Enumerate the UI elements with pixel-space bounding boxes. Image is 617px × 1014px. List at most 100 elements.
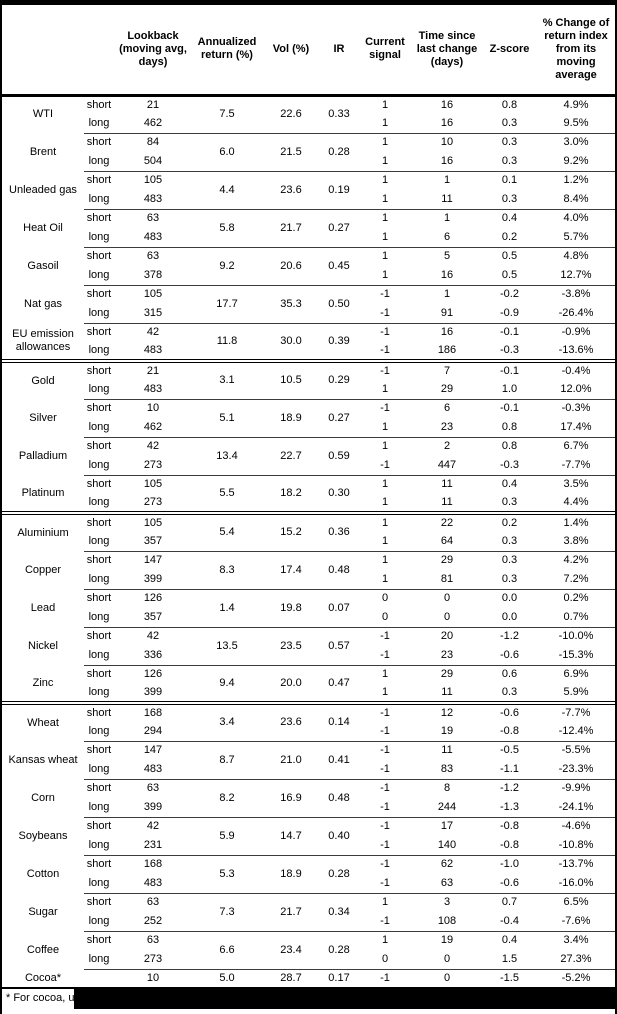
- time-since-value: 447: [437, 458, 457, 471]
- sub-period-label: short: [84, 550, 114, 570]
- pct-change-value: 7.2%: [563, 572, 589, 585]
- table-row: long 378 1 16 0.5 12.7%: [2, 266, 615, 285]
- time-since-value: 0: [443, 952, 451, 965]
- time-since-value: 244: [437, 800, 457, 813]
- z-score-value: -1.0: [482, 854, 537, 874]
- z-score-value: -0.6: [500, 648, 519, 661]
- signal-value: 1: [358, 208, 412, 228]
- sub-period-label: long: [88, 876, 110, 889]
- lookback-value: 105: [114, 474, 192, 494]
- time-since-value: 11: [412, 740, 482, 760]
- lookback-value: 483: [143, 230, 163, 243]
- z-score-value: 0.8: [482, 94, 537, 114]
- signal-value: -1: [358, 854, 412, 874]
- annualized-return-value: 4.4: [192, 170, 262, 209]
- vol-value: 22.6: [262, 94, 320, 133]
- sub-period-label: short: [84, 398, 114, 418]
- vol-value: 18.9: [262, 854, 320, 893]
- pct-change-value: -7.7%: [537, 701, 615, 722]
- table-row: long 252 -1 108 -0.4 -7.6%: [2, 912, 615, 931]
- ir-value: 0.47: [320, 664, 358, 703]
- lookback-value: 21: [114, 94, 192, 114]
- signal-value: -1: [358, 816, 412, 836]
- pct-change-value: 12.7%: [560, 268, 592, 281]
- footnote-text: * For cocoa, uses: [6, 992, 92, 1004]
- time-since-value: 108: [437, 914, 457, 927]
- vol-value: 21.7: [262, 892, 320, 931]
- signal-value: 1: [358, 664, 412, 684]
- time-since-value: 63: [440, 876, 454, 889]
- annualized-return-value: 5.5: [192, 474, 262, 513]
- annualized-return-value: 11.8: [192, 322, 262, 361]
- lookback-value: 399: [143, 800, 163, 813]
- pct-change-value: -7.6%: [561, 914, 591, 927]
- pct-change-value: 3.4%: [537, 930, 615, 950]
- table-row: Brent short 84 6.0 21.5 0.28 1 10 0.3 3.0%: [2, 132, 615, 171]
- z-score-value: 0.8: [501, 420, 518, 433]
- vol-value: 16.9: [262, 778, 320, 817]
- sub-period-label: long: [88, 914, 110, 927]
- pct-change-value: -23.3%: [558, 762, 594, 775]
- pct-change-value: -4.6%: [537, 816, 615, 836]
- pct-change-value: 1.4%: [537, 511, 615, 532]
- annualized-return-value: 3.1: [192, 359, 262, 399]
- sub-period-label: short: [84, 436, 114, 456]
- sub-period-label: long: [88, 534, 110, 547]
- vol-value: 22.7: [262, 436, 320, 475]
- commodity-name: Copper: [24, 563, 62, 576]
- sub-period-label: long: [88, 724, 110, 737]
- sub-period-label: long: [88, 610, 110, 623]
- table-row: long 483 -1 63 -0.6 -16.0%: [2, 874, 615, 893]
- annualized-return-value: 17.7: [192, 284, 262, 323]
- footnote-row: * For cocoa, uses: [2, 989, 615, 1009]
- sub-period-label: short: [84, 664, 114, 684]
- sub-period-label: short: [84, 359, 114, 380]
- vol-value: 28.7: [262, 968, 320, 988]
- annualized-return-value: 5.3: [192, 854, 262, 893]
- ir-value: 0.28: [320, 132, 358, 171]
- lookback-value: 105: [114, 511, 192, 532]
- ir-value: 0.30: [320, 474, 358, 513]
- pct-change-value: 6.9%: [537, 664, 615, 684]
- table-row: Gold short 21 3.1 10.5 0.29 -1 7 -0.1 -0.4%: [2, 359, 615, 399]
- lookback-value: 399: [143, 572, 163, 585]
- commodity-name: WTI: [32, 108, 54, 121]
- lookback-value: 315: [143, 306, 163, 319]
- table-row: long 336 -1 23 -0.6 -15.3%: [2, 646, 615, 665]
- pct-change-value: 4.4%: [563, 496, 589, 508]
- col-header-z-score: Z-score: [482, 5, 537, 97]
- table-row: long 273 -1 447 -0.3 -7.7%: [2, 456, 615, 475]
- time-since-value: 6: [412, 398, 482, 418]
- signal-value: 1: [381, 686, 389, 698]
- corner-blank-cell: [2, 5, 114, 97]
- lookback-value: 147: [114, 550, 192, 570]
- commodity-name: EU emission allowances: [12, 328, 74, 353]
- lookback-value: 378: [143, 268, 163, 281]
- z-score-value: 0.6: [482, 664, 537, 684]
- col-header-lookback: Lookback (moving avg, days): [114, 5, 192, 97]
- ir-value: 0.28: [320, 854, 358, 893]
- sub-period-label: short: [84, 892, 114, 912]
- z-score-value: -1.5: [482, 968, 537, 988]
- vol-value: 21.7: [262, 208, 320, 247]
- lookback-value: 42: [114, 436, 192, 456]
- signal-value: -1: [358, 284, 412, 304]
- signal-value: 1: [358, 170, 412, 190]
- pct-change-value: 4.8%: [537, 246, 615, 266]
- lookback-value: 483: [143, 382, 163, 395]
- z-score-value: 0.5: [482, 246, 537, 266]
- time-since-value: 11: [412, 474, 482, 494]
- pct-change-value: 4.9%: [537, 94, 615, 114]
- ir-value: 0.39: [320, 322, 358, 361]
- signal-value: 1: [381, 192, 389, 205]
- z-score-value: 0.5: [501, 268, 518, 281]
- pct-change-value: 9.5%: [563, 116, 589, 129]
- col-header-annualized-return: Annualized return (%): [192, 5, 262, 97]
- lookback-value: 273: [143, 496, 163, 508]
- time-since-value: 17: [412, 816, 482, 836]
- vol-value: 14.7: [262, 816, 320, 855]
- signal-value: -1: [380, 876, 390, 889]
- z-score-value: -0.6: [482, 701, 537, 722]
- time-since-value: 3: [412, 892, 482, 912]
- sub-period-label: long: [88, 192, 110, 205]
